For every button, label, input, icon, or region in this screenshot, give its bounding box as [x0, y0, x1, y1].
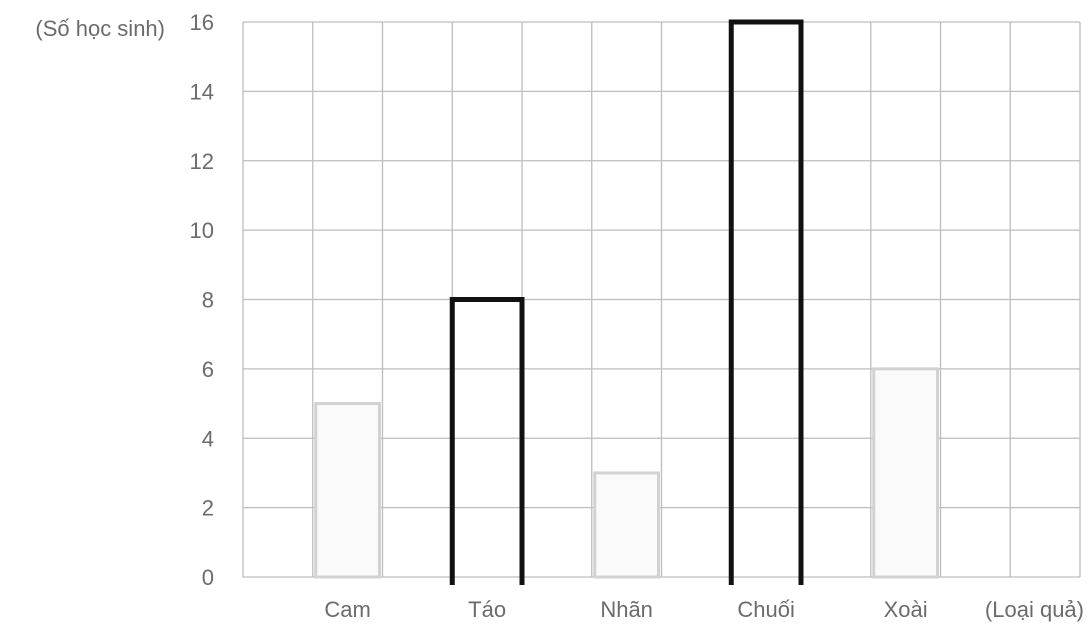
x-category-label: Xoài — [884, 597, 928, 622]
x-category-label: Nhãn — [600, 597, 653, 622]
y-tick-label: 16 — [190, 10, 214, 35]
y-axis-title: (Số học sinh) — [35, 16, 165, 41]
bar-chuối — [728, 19, 804, 585]
y-tick-label: 4 — [202, 426, 214, 451]
x-category-label: Chuối — [737, 597, 794, 622]
y-tick-label: 10 — [190, 218, 214, 243]
chart-grid — [242, 21, 1081, 578]
y-tick-label: 8 — [202, 288, 214, 313]
x-category-label: Cam — [324, 597, 370, 622]
y-tick-label: 2 — [202, 496, 214, 521]
x-axis-categories: Cam Táo Nhãn Chuối Xoài — [324, 597, 927, 622]
y-tick-label: 6 — [202, 357, 214, 382]
bar-táo — [449, 297, 525, 585]
x-axis-title: (Loại quả) — [985, 597, 1084, 622]
y-axis-ticks: 0 2 4 6 8 10 12 14 16 — [190, 10, 214, 590]
bar-nhãn — [593, 471, 660, 579]
bar-cam — [314, 402, 381, 579]
y-tick-label: 14 — [190, 79, 214, 104]
bar-xoài — [872, 367, 939, 579]
x-category-label: Táo — [468, 597, 506, 622]
y-tick-label: 0 — [202, 565, 214, 590]
y-tick-label: 12 — [190, 149, 214, 174]
chart-bars — [314, 19, 939, 585]
